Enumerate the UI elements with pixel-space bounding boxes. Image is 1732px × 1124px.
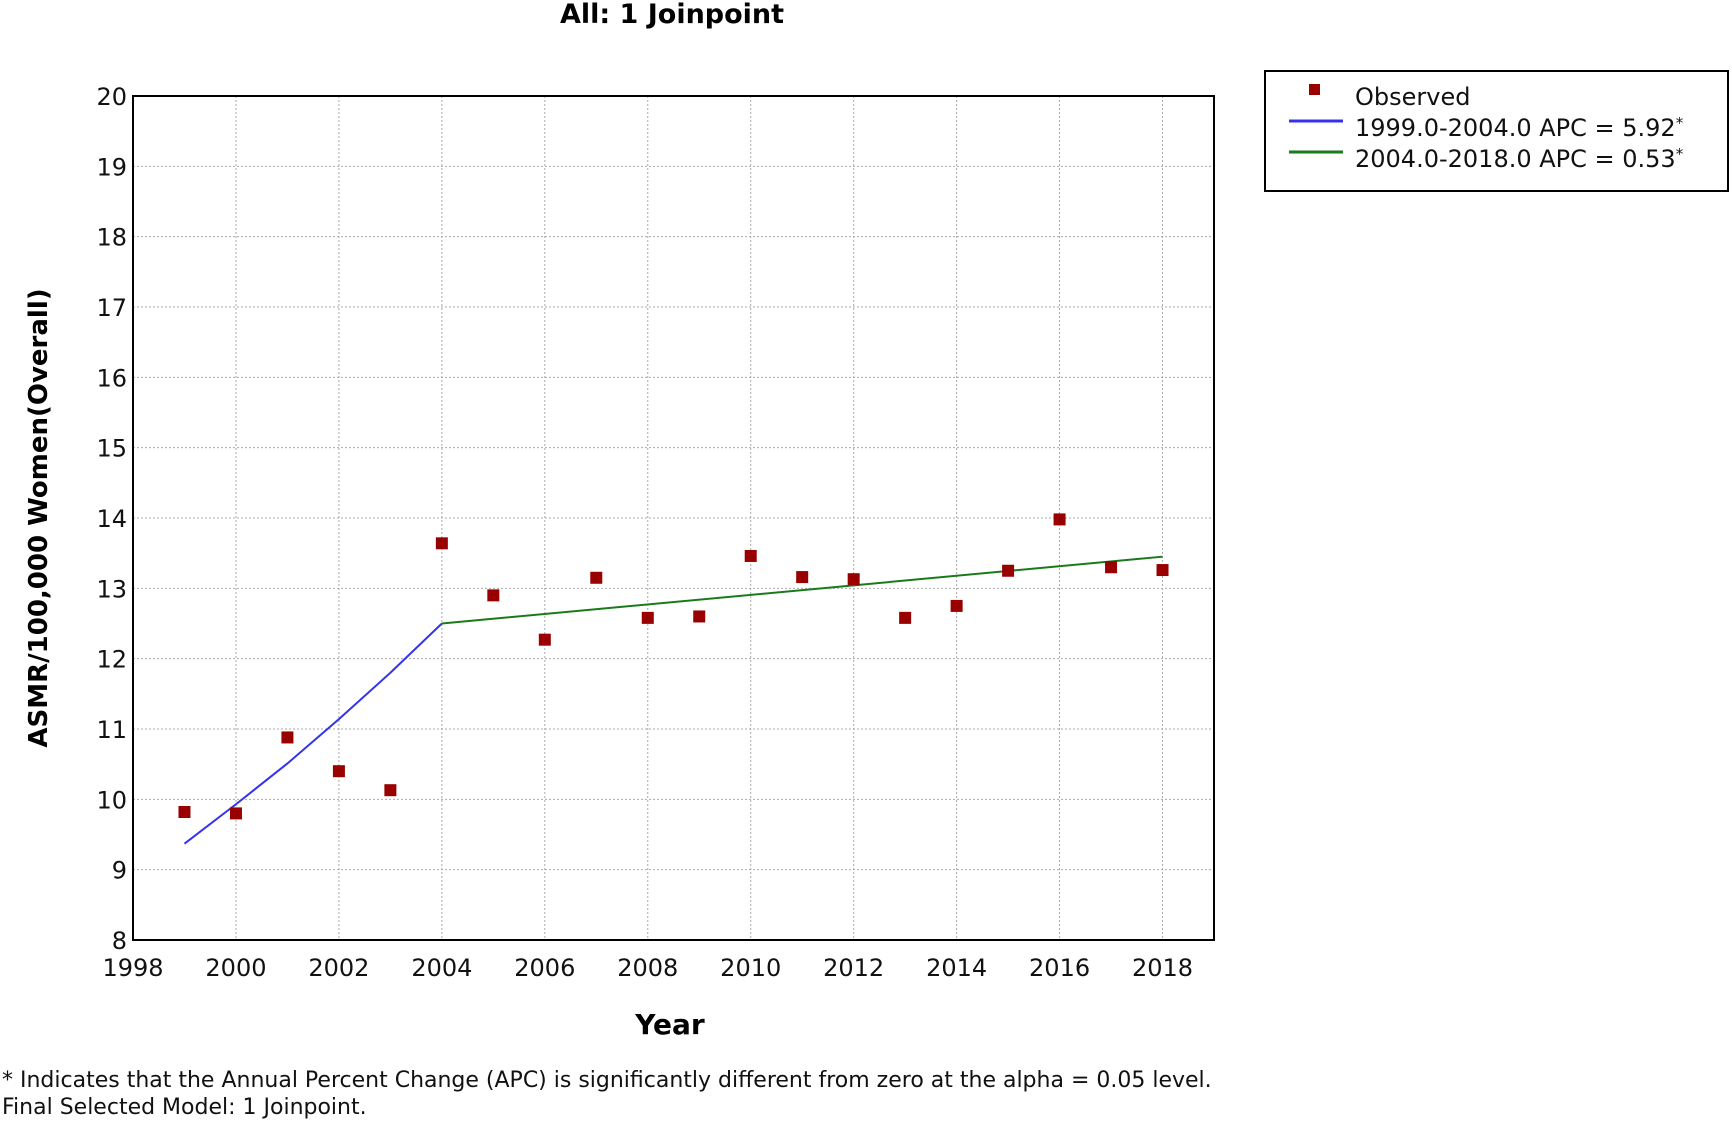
y-tick-label: 11 [96, 716, 127, 744]
x-tick-label: 2004 [411, 954, 472, 982]
legend-segment2-label: 2004.0-2018.0 APC = 0.53* [1355, 145, 1684, 173]
plot-frame [132, 95, 1215, 941]
observed-point [1105, 561, 1118, 574]
x-tick-label: 2002 [308, 954, 369, 982]
footnote-final-model: Final Selected Model: 1 Joinpoint. [2, 1095, 367, 1120]
y-tick-label: 8 [112, 927, 127, 955]
legend-box [1264, 70, 1729, 192]
chart-title: All: 1 Joinpoint [560, 0, 784, 30]
x-axis-label: Year [634, 1008, 705, 1041]
x-tick-labels: 1998 2000 2002 2004 2006 2008 2010 2012 2014 2016… [102, 954, 1193, 982]
fitted-segments [183, 555, 1163, 845]
legend-segment1-text: 1999.0-2004.0 APC = 5.92 [1355, 114, 1676, 142]
x-tick-label: 1998 [102, 954, 163, 982]
observed-point [281, 731, 294, 744]
y-tick-label: 14 [96, 505, 127, 533]
x-tick-label: 2000 [205, 954, 266, 982]
observed-point [693, 610, 706, 623]
x-tick-label: 2006 [514, 954, 575, 982]
x-tick-label: 2012 [823, 954, 884, 982]
y-tick-label: 12 [96, 646, 127, 674]
observed-point [538, 633, 551, 646]
observed-point [744, 549, 757, 562]
y-tick-labels: 8 9 10 11 12 13 14 15 16 17 18 19 20 [96, 83, 127, 955]
legend-segment2-text: 2004.0-2018.0 APC = 0.53 [1355, 145, 1676, 173]
y-tick-label: 13 [96, 575, 127, 603]
legend-segment2-asterisk: * [1676, 145, 1684, 163]
y-tick-label: 20 [96, 83, 127, 111]
footnote-significance: * Indicates that the Annual Percent Chan… [2, 1068, 1212, 1093]
x-tick-label: 2014 [926, 954, 987, 982]
y-tick-label: 15 [96, 435, 127, 463]
y-tick-label: 9 [112, 857, 127, 885]
observed-point [796, 571, 809, 584]
observed-point [384, 784, 397, 797]
legend-segment1-label: 1999.0-2004.0 APC = 5.92* [1355, 114, 1684, 142]
x-tick-label: 2018 [1132, 954, 1193, 982]
legend-segment1-asterisk: * [1676, 114, 1684, 132]
fit-segment-2 [441, 555, 1163, 625]
x-tick-label: 2008 [617, 954, 678, 982]
y-axis-label: ASMR/100,000 Women(Overall) [24, 288, 54, 747]
y-tick-label: 17 [96, 294, 127, 322]
x-tick-label: 2010 [720, 954, 781, 982]
observed-point [1053, 513, 1066, 526]
observed-point [1002, 564, 1015, 577]
observed-point [641, 611, 654, 624]
observed-point [487, 589, 500, 602]
observed-point [899, 611, 912, 624]
legend-observed-marker [1309, 84, 1320, 95]
observed-point [950, 599, 963, 612]
observed-point [1156, 564, 1169, 577]
observed-point [590, 571, 603, 584]
observed-point [847, 573, 860, 586]
legend-observed-label: Observed [1355, 83, 1470, 111]
observed-point [178, 805, 191, 818]
x-tick-label: 2016 [1029, 954, 1090, 982]
y-tick-label: 16 [96, 364, 127, 392]
observed-points [178, 513, 1169, 820]
y-tick-label: 18 [96, 224, 127, 252]
y-tick-label: 19 [96, 153, 127, 181]
observed-point [229, 807, 242, 820]
observed-point [332, 765, 345, 778]
legend: Observed 1999.0-2004.0 APC = 5.92* 2004.… [1264, 70, 1729, 192]
y-tick-label: 10 [96, 786, 127, 814]
fit-segment-1 [183, 622, 443, 845]
observed-point [435, 537, 448, 550]
